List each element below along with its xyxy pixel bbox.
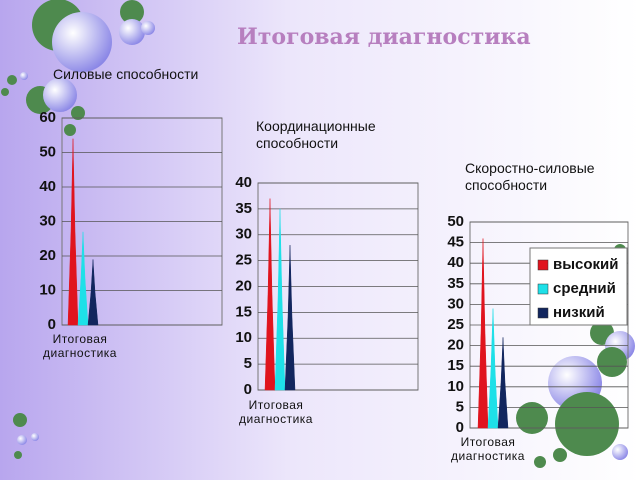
x-tick-label: Итоговая диагностика [239,398,313,427]
x-tick-label-text: Итоговая диагностика [451,435,525,464]
y-tick-label: 45 [447,234,464,251]
legend-label: средний [553,280,616,297]
chart-title-text: Силовые способности [53,66,199,82]
y-tick-label: 20 [235,277,252,294]
y-tick-label: 60 [39,109,56,126]
y-tick-label: 10 [235,329,252,346]
legend-swatch [537,283,549,295]
y-tick-label: 15 [235,303,252,320]
y-tick-label: 30 [447,295,464,312]
decoration [1,0,635,468]
y-tick-label: 15 [447,357,464,374]
chart-title: Силовые способности [53,66,199,82]
x-tick-label: Итоговая диагностика [43,332,117,361]
y-tick-label: 40 [39,178,56,195]
y-tick-label: 35 [235,200,252,217]
y-tick-label: 25 [447,316,464,333]
y-tick-label: 10 [447,378,464,395]
bar [67,138,79,326]
y-tick-label: 30 [235,226,252,243]
bar [264,198,276,391]
legend-swatch [537,307,549,319]
legend-label: низкий [553,304,605,321]
y-tick-label: 10 [39,281,56,298]
y-tick-label: 0 [48,316,56,333]
chart-title-text: Координационные способности [256,118,376,151]
y-tick-label: 20 [39,247,56,264]
slide-title: Итоговая диагностика [237,24,531,50]
bar [284,245,296,391]
y-tick-label: 5 [244,355,252,372]
y-tick-label: 50 [39,143,56,160]
y-tick-label: 0 [456,419,464,436]
bar [477,238,489,429]
legend-label: высокий [553,256,619,273]
y-tick-label: 40 [447,254,464,271]
y-tick-label: 50 [447,213,464,230]
bar [87,259,99,326]
x-tick-label: Итоговая диагностика [451,435,525,464]
bar [274,208,286,391]
chart-title: Скоростно-силовые способности [465,160,595,193]
y-tick-label: 0 [244,381,252,398]
chart-title-text: Скоростно-силовые способности [465,160,595,193]
y-tick-label: 5 [456,398,464,415]
chart-title: Координационные способности [256,118,376,151]
bar [497,337,509,429]
y-tick-label: 40 [235,174,252,191]
bar [77,231,89,326]
y-tick-label: 30 [39,212,56,229]
y-tick-label: 35 [447,275,464,292]
x-tick-label-text: Итоговая диагностика [239,398,313,427]
bar [487,308,499,429]
legend-swatch [537,259,549,271]
y-tick-label: 25 [235,252,252,269]
y-tick-label: 20 [447,337,464,354]
x-tick-label-text: Итоговая диагностика [43,332,117,361]
